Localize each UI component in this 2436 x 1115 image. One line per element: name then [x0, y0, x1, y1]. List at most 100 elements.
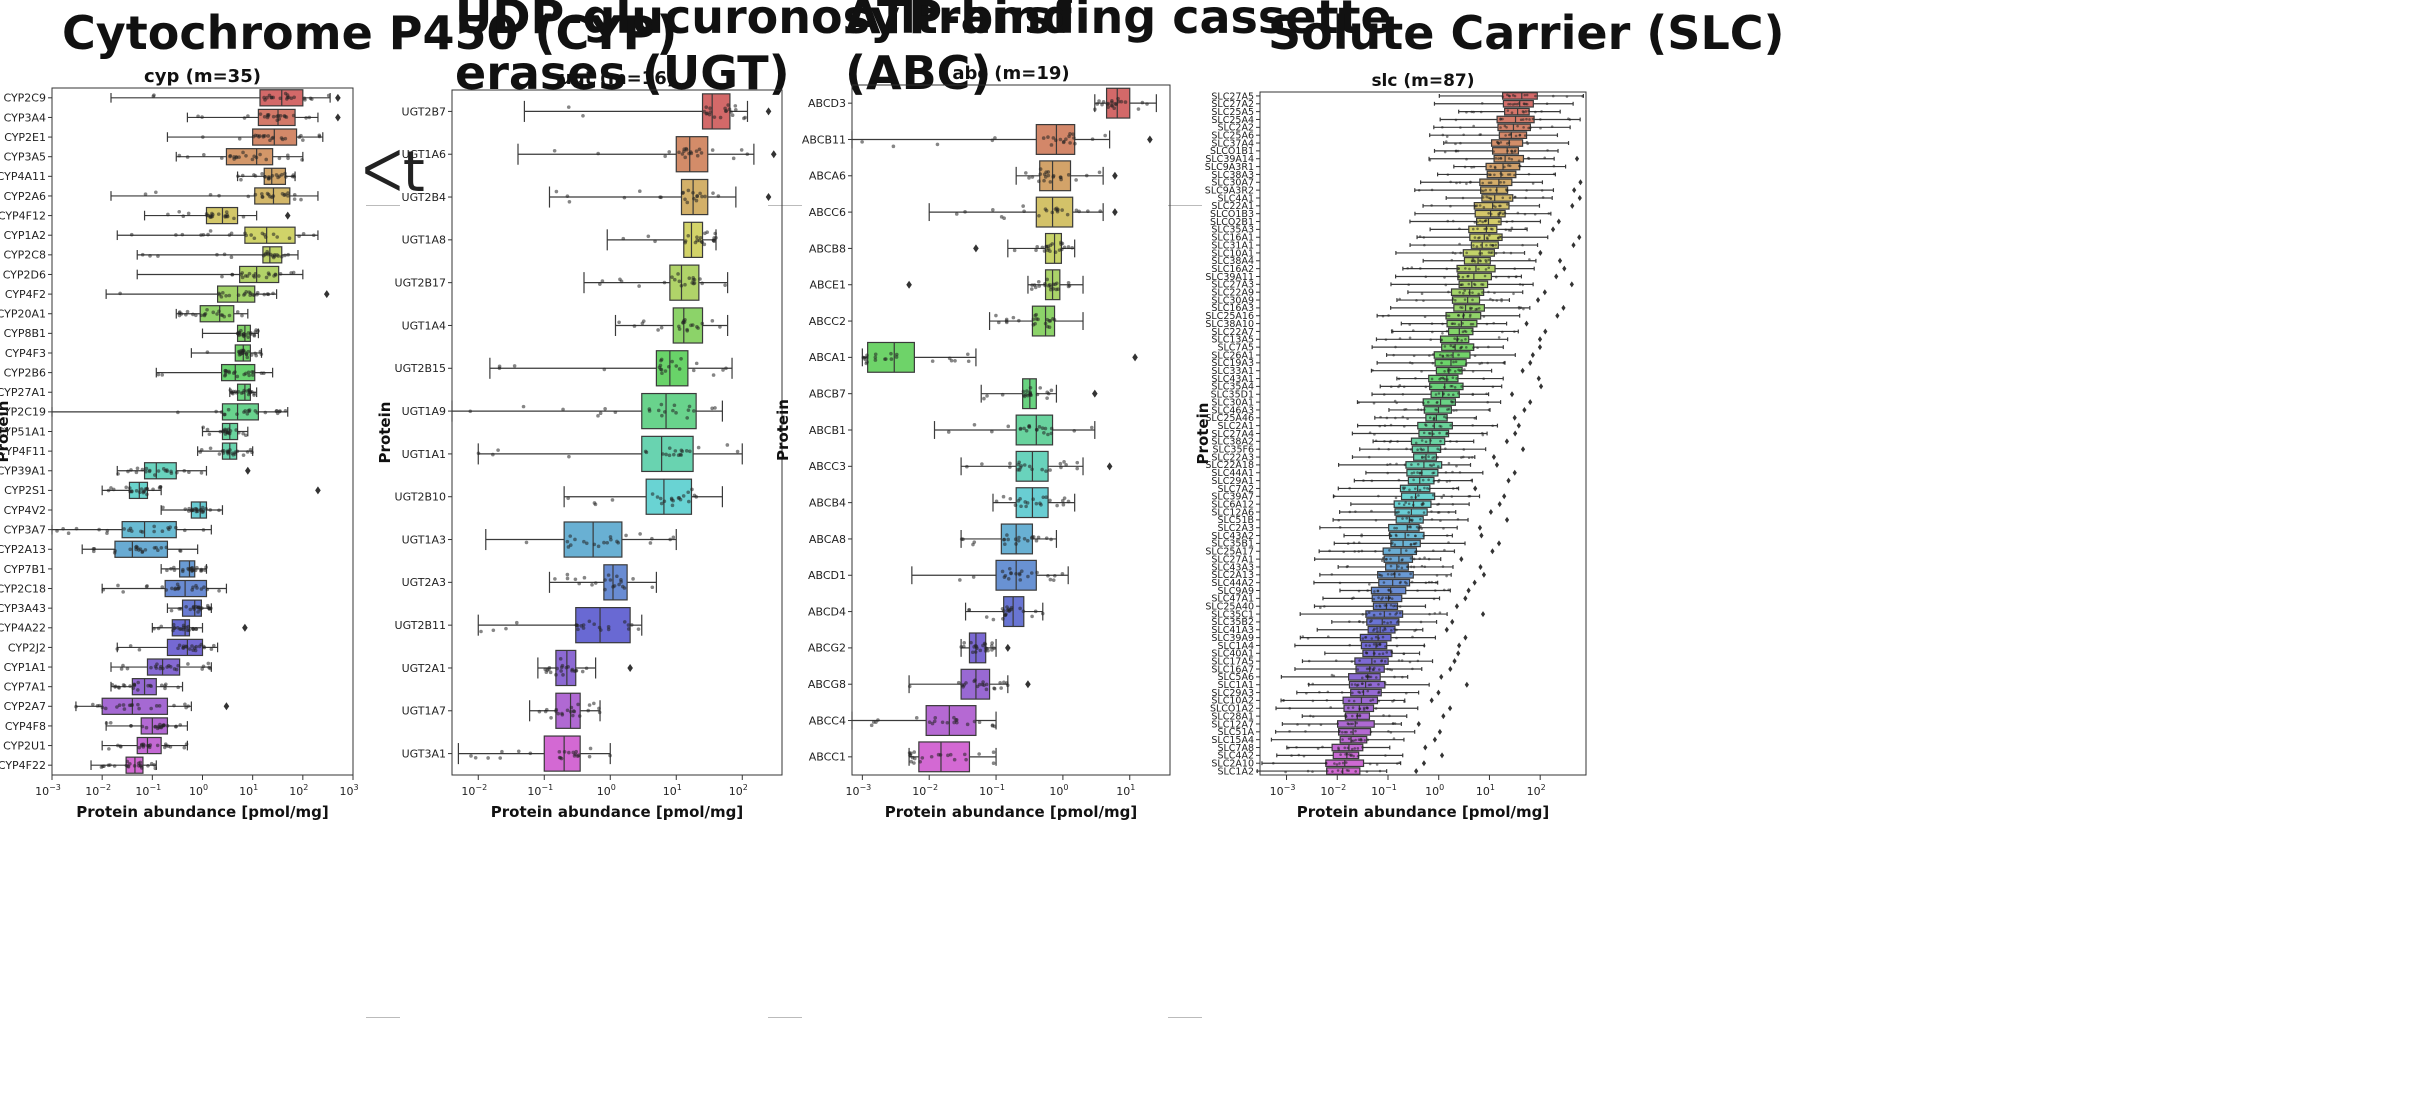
data-point: [154, 190, 158, 195]
data-point: [712, 239, 716, 244]
data-point: [263, 252, 268, 257]
y-tick-label: SLC22A3: [1211, 452, 1254, 463]
outlier-marker: [1536, 375, 1541, 382]
data-point: [555, 666, 559, 671]
data-point: [1527, 172, 1531, 176]
data-point: [149, 761, 154, 766]
data-point: [1336, 769, 1340, 772]
data-point: [1495, 188, 1498, 192]
outlier-marker: [1423, 744, 1428, 751]
data-point: [181, 644, 186, 648]
data-point: [1436, 456, 1439, 459]
data-point: [1401, 486, 1405, 489]
data-point: [1501, 196, 1505, 200]
data-point: [1521, 118, 1525, 121]
data-point: [228, 154, 233, 158]
outlier-marker: [1459, 556, 1464, 563]
data-point: [1371, 668, 1375, 671]
data-point: [1035, 428, 1039, 432]
data-point: [1495, 299, 1499, 302]
y-tick-label: ABCB7: [809, 388, 846, 401]
data-point: [547, 667, 551, 672]
outlier-marker: [335, 113, 341, 122]
data-point: [1347, 706, 1350, 710]
data-point: [1444, 471, 1448, 474]
data-point: [176, 586, 181, 591]
data-point: [1500, 299, 1503, 303]
data-point: [1468, 494, 1472, 498]
data-point: [1377, 699, 1381, 703]
slc-boxplot: slc (m=87)Protein abundance [pmol/mg]Pro…: [1194, 71, 1587, 821]
data-point: [1471, 322, 1475, 326]
data-point: [1351, 706, 1355, 709]
data-point: [606, 573, 611, 577]
data-point: [134, 489, 139, 493]
data-point: [1006, 537, 1010, 542]
data-point: [244, 290, 249, 294]
y-axis-label: Protein: [0, 401, 12, 463]
data-point: [180, 569, 185, 574]
data-point: [1389, 557, 1392, 561]
data-point: [1387, 730, 1390, 733]
outlier-marker: [315, 486, 321, 495]
data-point: [678, 452, 683, 457]
data-point: [199, 313, 204, 318]
data-point: [658, 363, 663, 368]
data-point: [1382, 581, 1386, 584]
data-point: [223, 432, 228, 436]
data-point: [153, 664, 158, 669]
data-point: [615, 539, 619, 544]
data-point: [201, 135, 205, 139]
separator-line: [768, 1017, 802, 1018]
data-point: [1422, 236, 1426, 239]
data-point: [695, 153, 700, 158]
data-point: [136, 680, 140, 685]
data-point: [1408, 323, 1412, 326]
data-point: [1531, 182, 1535, 185]
data-point: [1422, 534, 1425, 538]
data-point: [646, 234, 651, 239]
data-point: [127, 486, 132, 490]
data-point: [704, 105, 709, 110]
data-point: [1343, 746, 1347, 750]
data-point: [984, 682, 989, 687]
data-point: [1465, 110, 1468, 114]
data-point: [998, 681, 1002, 685]
data-point: [1349, 722, 1353, 726]
data-point: [103, 706, 108, 711]
data-point: [1479, 133, 1483, 136]
data-point: [173, 586, 178, 591]
data-point: [686, 408, 691, 412]
data-point: [573, 577, 578, 582]
y-tick-label: SLC2A13: [1211, 570, 1254, 581]
data-point: [1445, 354, 1449, 357]
data-point: [1449, 440, 1452, 443]
data-point: [188, 607, 193, 612]
data-point: [1471, 392, 1475, 396]
data-point: [141, 489, 146, 494]
data-point: [663, 154, 667, 159]
data-point: [1513, 150, 1517, 153]
data-point: [1042, 178, 1046, 183]
data-point: [1307, 723, 1311, 727]
data-point: [1424, 275, 1428, 279]
data-point: [991, 761, 996, 766]
data-point: [1046, 432, 1050, 437]
data-point: [596, 544, 601, 549]
data-point: [632, 324, 637, 328]
data-point: [190, 644, 194, 648]
data-point: [1050, 210, 1055, 215]
data-point: [1487, 258, 1490, 262]
data-point: [184, 742, 189, 747]
data-point: [929, 754, 934, 759]
data-point: [292, 95, 296, 100]
y-tick-label: SLC27A4: [1211, 429, 1254, 440]
data-point: [1436, 465, 1440, 468]
data-point: [1460, 339, 1463, 342]
data-point: [149, 665, 153, 670]
x-tick-label: 10−2: [85, 783, 111, 798]
data-point: [1395, 462, 1398, 466]
outlier-marker: [1504, 438, 1509, 445]
box: [1463, 256, 1491, 265]
y-tick-label: SLC38A4: [1211, 256, 1254, 267]
